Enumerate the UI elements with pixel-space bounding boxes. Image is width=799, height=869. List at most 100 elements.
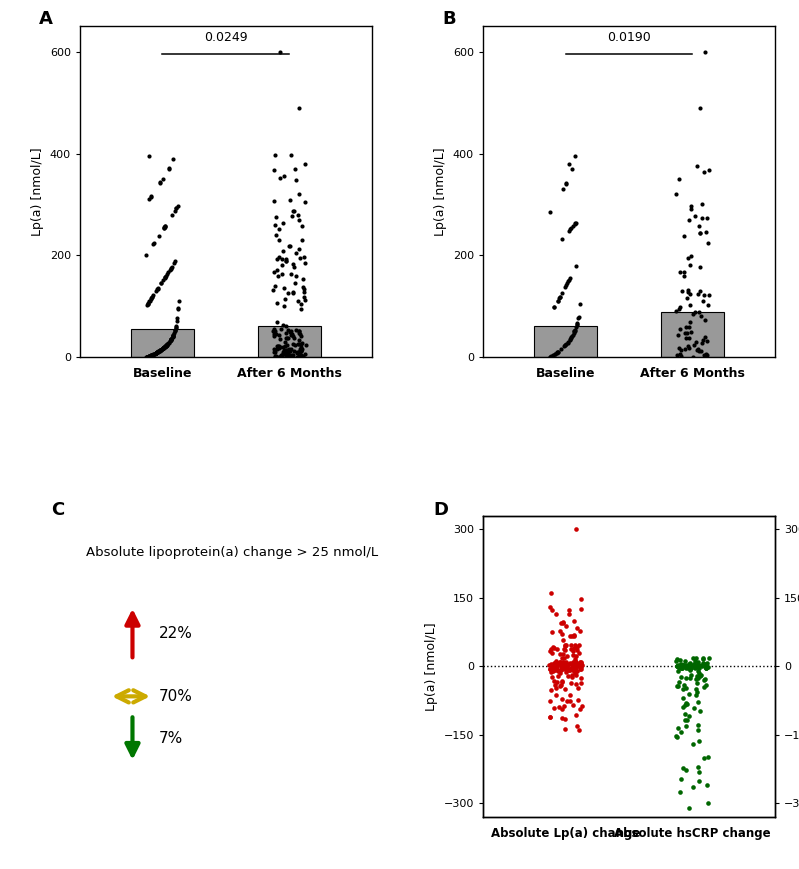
Point	[284, 149, 297, 163]
Point	[568, 323, 581, 337]
Point	[157, 221, 170, 235]
Point	[693, 660, 706, 674]
Point	[572, 638, 585, 652]
Point	[286, 203, 299, 217]
Point	[673, 302, 686, 315]
Point	[169, 320, 182, 334]
Point	[294, 343, 307, 357]
Point	[145, 348, 157, 362]
Point	[698, 659, 711, 673]
Point	[571, 621, 584, 635]
Point	[143, 294, 156, 308]
Point	[551, 345, 564, 359]
Point	[678, 658, 691, 672]
Point	[691, 287, 704, 301]
Point	[167, 328, 180, 342]
Point	[280, 254, 292, 268]
Point	[557, 699, 570, 713]
Point	[272, 234, 285, 248]
Point	[268, 324, 281, 338]
Point	[559, 712, 572, 726]
Point	[698, 673, 710, 687]
Point	[165, 332, 178, 346]
Point	[555, 692, 568, 706]
Point	[286, 209, 299, 222]
Point	[267, 195, 280, 209]
Point	[556, 660, 569, 673]
Point	[544, 710, 557, 724]
Point	[684, 658, 697, 672]
Point	[155, 342, 168, 356]
Point	[146, 348, 159, 362]
Point	[296, 342, 308, 356]
Point	[677, 700, 690, 714]
Point	[559, 639, 572, 653]
Point	[294, 328, 307, 342]
Point	[278, 346, 291, 360]
Y-axis label: Lp(a) [nmol/L]: Lp(a) [nmol/L]	[31, 148, 44, 236]
Point	[683, 687, 696, 701]
Point	[285, 324, 298, 338]
Point	[551, 668, 564, 682]
Point	[152, 344, 165, 358]
Point	[294, 343, 307, 357]
Point	[148, 347, 161, 361]
Point	[289, 173, 302, 187]
Point	[292, 323, 305, 337]
Point	[681, 660, 694, 674]
Point	[696, 197, 709, 211]
Point	[700, 660, 713, 673]
Point	[562, 663, 575, 677]
Point	[574, 656, 587, 670]
Point	[574, 655, 587, 669]
Point	[688, 658, 701, 672]
Point	[567, 664, 580, 678]
Point	[693, 666, 706, 680]
Point	[284, 267, 297, 281]
Point	[559, 643, 571, 657]
Point	[151, 345, 164, 359]
Point	[141, 297, 153, 311]
Point	[543, 644, 556, 658]
Point	[147, 348, 160, 362]
Point	[145, 291, 157, 305]
Point	[153, 344, 165, 358]
Point	[687, 659, 700, 673]
Point	[549, 655, 562, 669]
Point	[162, 163, 175, 176]
Point	[548, 662, 561, 676]
Point	[571, 640, 584, 654]
Point	[696, 295, 709, 308]
Point	[294, 344, 307, 358]
Point	[560, 619, 573, 633]
Point	[677, 659, 690, 673]
Point	[564, 222, 577, 236]
Point	[296, 233, 308, 247]
Point	[268, 345, 281, 359]
Point	[688, 658, 701, 672]
Point	[551, 642, 563, 656]
Point	[170, 202, 183, 216]
Point	[548, 347, 561, 361]
Point	[295, 302, 308, 316]
Point	[682, 341, 695, 355]
Point	[567, 661, 580, 675]
Point	[545, 663, 558, 677]
Point	[272, 350, 285, 364]
Point	[681, 291, 694, 305]
Point	[546, 603, 559, 617]
Point	[567, 658, 580, 672]
Point	[268, 265, 281, 279]
Point	[171, 314, 184, 328]
Point	[284, 328, 297, 342]
Point	[570, 522, 582, 536]
Point	[145, 348, 158, 362]
Point	[574, 671, 587, 685]
Point	[170, 202, 183, 216]
Point	[684, 315, 697, 328]
Point	[575, 699, 588, 713]
Point	[161, 337, 173, 351]
Point	[570, 316, 583, 330]
Point	[568, 324, 581, 338]
Point	[148, 347, 161, 361]
